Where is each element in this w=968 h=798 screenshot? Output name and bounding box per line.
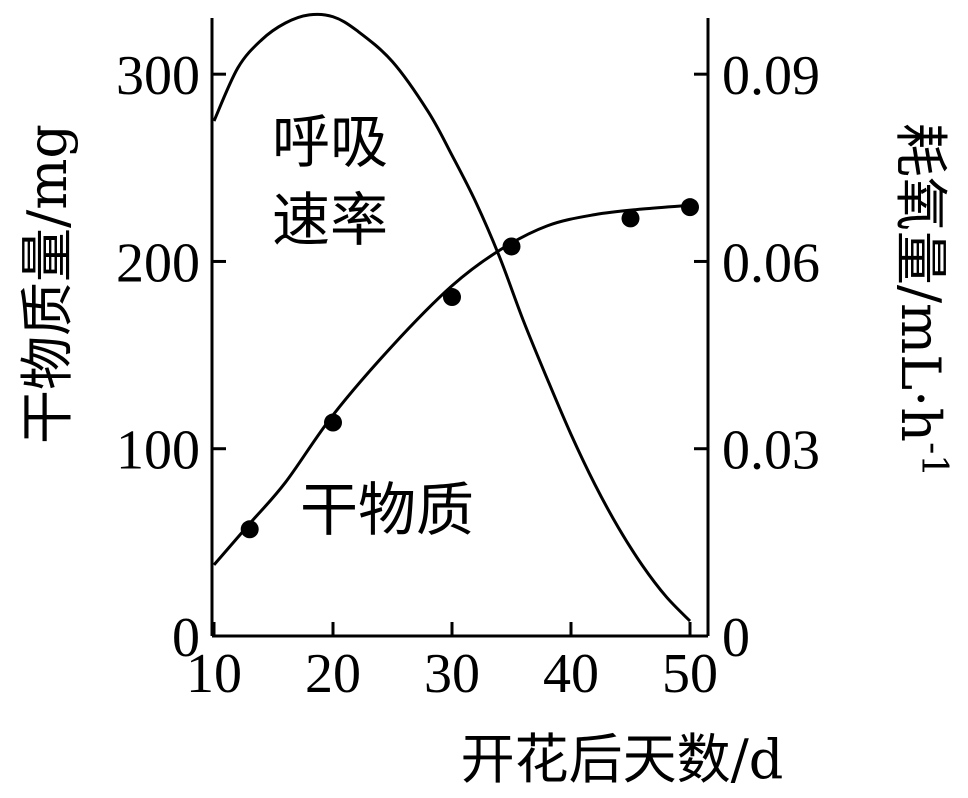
x-tick-label: 10	[186, 643, 242, 705]
respiration-rate-curve	[212, 12, 692, 623]
y-left-tick-label: 100	[116, 420, 200, 482]
x-tick-label: 20	[305, 643, 361, 705]
axes	[210, 18, 710, 638]
dry-matter-point	[681, 198, 699, 217]
dry-matter-point	[240, 520, 259, 539]
x-axis-title: 开花后天数/d	[461, 728, 784, 791]
curves	[212, 12, 692, 623]
annotation-dry-matter: 干物质	[300, 476, 474, 544]
y-left-tick-label: 200	[116, 232, 200, 294]
y-right-tick-label: 0.06	[722, 232, 820, 294]
dry-matter-point	[443, 288, 461, 307]
annotation-respiration-rate: 呼吸速率	[272, 108, 388, 254]
y-left-axis-title: 干物质量/mg	[16, 124, 79, 444]
y-right-tick-label: 0.09	[722, 45, 820, 107]
y-left-tick-label: 300	[116, 45, 200, 107]
dry-matter-curve	[212, 203, 691, 566]
data-points	[240, 198, 699, 539]
y-right-axis-title: 耗氧量/mL·h-1	[889, 123, 954, 477]
y-left-tick-label: 0	[172, 607, 200, 669]
y-right-tick-label: 0	[722, 607, 750, 669]
dry-matter-point	[502, 237, 521, 256]
x-tick-label: 40	[543, 643, 599, 705]
y-right-tick-label: 0.03	[722, 420, 820, 482]
dry-matter-point	[324, 413, 342, 432]
dry-matter-point	[621, 209, 640, 228]
labels: 开花后天数/d 干物质量/mg 耗氧量/mL·h-1 呼吸速率 干物质	[16, 108, 954, 791]
x-tick-label: 50	[662, 643, 718, 705]
x-tick-label: 30	[424, 643, 480, 705]
